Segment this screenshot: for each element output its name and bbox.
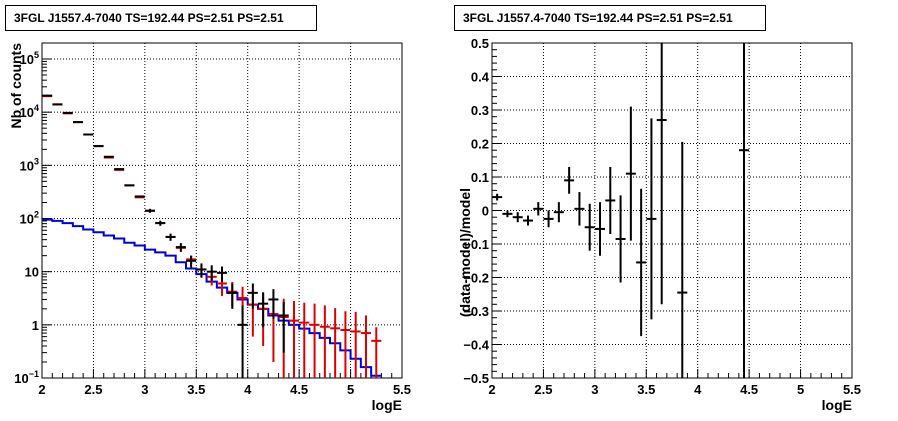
y-tick-label: −0.4 — [463, 338, 489, 353]
x-tick-label: 5 — [797, 382, 804, 397]
x-tick-label: 2 — [38, 382, 45, 397]
x-tick-label: 4 — [244, 382, 252, 397]
x-tick-label: 5.5 — [843, 382, 861, 397]
y-tick-label: 0.2 — [471, 137, 489, 152]
x-tick-label: 3.5 — [187, 382, 205, 397]
y-tick-label: 10−1 — [14, 369, 39, 386]
y-axis-label: (data-model)/model — [457, 188, 473, 317]
y-tick-label: 103 — [20, 156, 39, 173]
y-axis-label: Nb of counts — [8, 43, 24, 129]
y-tick-label: 0.4 — [471, 70, 490, 85]
y-tick-label: 0.3 — [471, 103, 489, 118]
y-tick-label: 104 — [20, 103, 39, 120]
x-tick-label: 2.5 — [84, 382, 102, 397]
y-tick-label: −0.3 — [463, 304, 489, 319]
counts-spectrum-plot: 2 2.5 3 3.5 4 4.5 5 5.5 10−1 1 10 102 103 104 105 logE N… — [8, 42, 411, 413]
x-tick-label: 4 — [694, 382, 702, 397]
residuals-plot: 2 2.5 3 3.5 4 4.5 5 5.5 −0.5 −0.4 −0.3 −0.2 −0.1 0 0.1… — [457, 36, 861, 413]
y-tick-label: 0.1 — [471, 170, 489, 185]
x-tick-label: 2 — [488, 382, 495, 397]
x-tick-label: 5 — [347, 382, 354, 397]
y-tick-label: −0.2 — [463, 271, 489, 286]
x-tick-label: 4.5 — [290, 382, 308, 397]
x-tick-label: 5.5 — [393, 382, 411, 397]
y-tick-label: 10 — [25, 265, 39, 280]
y-tick-label: 105 — [20, 50, 39, 67]
right-plot-title: 3FGL J1557.4-7040 TS=192.44 PS=2.51 PS=2… — [454, 5, 766, 31]
x-tick-label: 3.5 — [637, 382, 655, 397]
y-tick-label: 0 — [482, 204, 489, 219]
y-tick-label: 0.5 — [471, 36, 489, 51]
left-plot-title: 3FGL J1557.4-7040 TS=192.44 PS=2.51 PS=2… — [5, 5, 317, 31]
y-tick-label: 102 — [20, 210, 39, 227]
x-tick-label: 4.5 — [740, 382, 758, 397]
x-axis-label: logE — [822, 397, 852, 413]
y-tick-label: −0.5 — [463, 371, 489, 386]
plot-frame — [41, 42, 403, 379]
x-axis-label: logE — [372, 397, 402, 413]
x-tick-label: 2.5 — [534, 382, 552, 397]
x-tick-label: 3 — [141, 382, 148, 397]
background-model-step — [42, 218, 382, 377]
x-tick-label: 3 — [591, 382, 598, 397]
y-tick-label: −0.1 — [463, 237, 489, 252]
y-tick-label: 1 — [32, 318, 39, 333]
